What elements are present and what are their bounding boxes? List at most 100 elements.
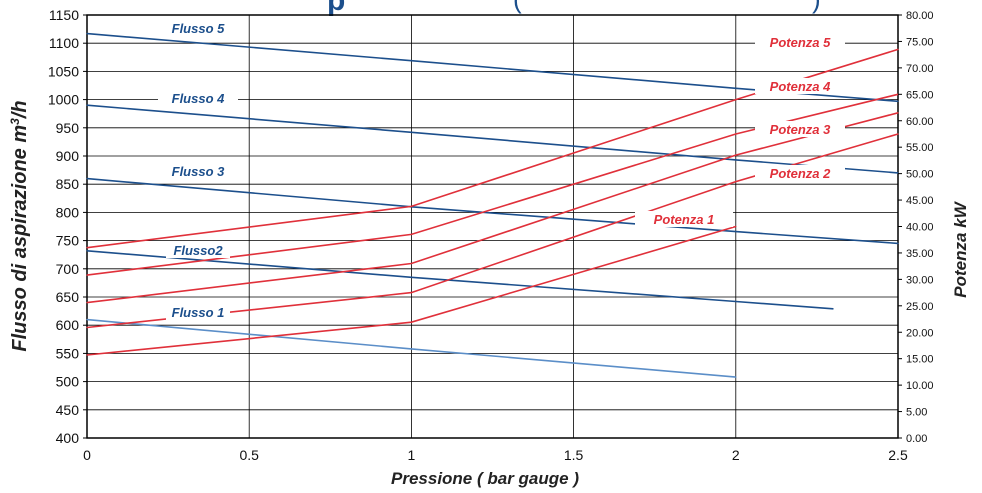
series-line-potenza-5 — [86, 48, 899, 249]
x-tick-label-0: 0 — [83, 447, 91, 463]
series-labels: Flusso 1 Flusso2 Flusso 3 Flusso 4 Flusso 5 P… — [158, 20, 845, 320]
label-bg-potenza-1 — [635, 211, 733, 227]
point-flusso-4-2 — [735, 159, 737, 161]
point-flusso-3-0 — [86, 177, 88, 180]
point-potenza-5-3 — [897, 48, 899, 50]
point-potenza-2-3 — [897, 133, 899, 135]
series-line-flusso-3 — [86, 177, 899, 245]
x-tick-label-5: 2.5 — [888, 447, 908, 463]
y-left-tick-label-5: 650 — [56, 289, 80, 305]
y-right-tick-label-0: 0.00 — [906, 433, 927, 445]
label-bg-potenza-4 — [755, 78, 845, 94]
y-right-tick-label-15: 75.00 — [906, 36, 934, 48]
label-bg-flusso-5 — [166, 20, 230, 36]
point-potenza-3-0 — [86, 302, 88, 304]
y-right-tick-label-1: 5.00 — [906, 407, 927, 419]
y-right-tick-label-8: 40.00 — [906, 222, 934, 234]
y-right-tick-label-2: 10.00 — [906, 380, 934, 392]
y-left-axis-title-sup: 3 — [8, 118, 22, 125]
y-left-tick-label-8: 800 — [56, 204, 80, 220]
y-right-tick-label-4: 20.00 — [906, 327, 934, 339]
y-left-axis-ticks: 400 450 500 550 600 650 700 750 800 850 900 950 1000… — [48, 7, 87, 446]
point-flusso-1-2 — [735, 376, 737, 378]
y-right-tick-label-12: 60.00 — [906, 116, 934, 128]
y-left-axis-title-tail: /h — [9, 100, 31, 119]
series-line-flusso2 — [86, 250, 834, 310]
y-right-tick-label-16: 80.00 — [906, 10, 934, 22]
point-flusso-1-1 — [410, 348, 412, 350]
series-label-flusso-4: Flusso 4 — [172, 91, 226, 106]
series-layer — [86, 32, 899, 378]
y-left-axis-title: Flusso di aspirazione m3/h — [8, 100, 31, 351]
y-left-tick-label-14: 1100 — [49, 35, 79, 51]
y-left-tick-label-9: 850 — [56, 176, 80, 192]
label-bg-flusso2 — [166, 242, 230, 258]
series-label-potenza-5: Potenza 5 — [770, 35, 831, 50]
point-potenza-3-2 — [735, 154, 737, 156]
x-tick-label-3: 1.5 — [564, 447, 584, 463]
chart-subtitle-fragment-open: ( — [513, 0, 522, 14]
point-potenza-4-2 — [735, 133, 737, 135]
point-flusso-4-1 — [410, 131, 412, 133]
label-bg-potenza-2 — [755, 165, 845, 181]
y-left-tick-label-3: 550 — [56, 345, 80, 361]
y-right-tick-label-13: 65.00 — [906, 89, 934, 101]
y-right-tick-label-3: 15.00 — [906, 354, 934, 366]
series-label-flusso2: Flusso2 — [173, 243, 223, 258]
series-line-potenza-4 — [86, 93, 899, 276]
y-right-tick-label-9: 45.00 — [906, 195, 934, 207]
point-flusso-5-3 — [897, 100, 899, 102]
y-left-tick-label-10: 900 — [56, 148, 80, 164]
point-flusso2-0 — [86, 250, 88, 252]
series-label-potenza-3: Potenza 3 — [770, 122, 831, 137]
series-label-potenza-2: Potenza 2 — [770, 166, 831, 181]
point-potenza-5-2 — [735, 99, 737, 101]
series-line-potenza-2 — [86, 133, 899, 329]
series-label-flusso-3: Flusso 3 — [172, 164, 226, 179]
label-bg-potenza-3 — [755, 121, 845, 137]
y-left-tick-label-4: 600 — [56, 317, 80, 333]
point-potenza-1-1 — [410, 321, 412, 323]
label-bg-flusso-3 — [166, 163, 230, 179]
point-potenza-2-0 — [86, 326, 88, 329]
y-left-tick-label-11: 950 — [56, 120, 80, 136]
point-flusso2-3 — [832, 308, 834, 310]
y-right-tick-label-7: 35.00 — [906, 248, 934, 260]
label-bg-flusso-4 — [158, 90, 238, 106]
y-left-tick-label-12: 1000 — [48, 92, 79, 108]
y-right-axis-ticks: 0.00 5.00 10.00 15.00 20.00 25.00 30.00 35.00 40… — [898, 10, 934, 445]
y-right-tick-label-11: 55.00 — [906, 142, 934, 154]
x-tick-label-1: 0.5 — [239, 447, 259, 463]
series-label-potenza-1: Potenza 1 — [654, 212, 715, 227]
point-potenza-5-0 — [86, 247, 88, 249]
point-potenza-2-1 — [410, 291, 412, 294]
series-label-potenza-4: Potenza 4 — [770, 79, 831, 94]
point-flusso-5-1 — [410, 60, 412, 62]
y-left-tick-label-2: 500 — [56, 374, 80, 390]
series-line-flusso-5 — [86, 32, 899, 103]
point-flusso-4-0 — [86, 104, 88, 106]
y-left-tick-label-0: 400 — [56, 430, 80, 446]
y-right-tick-label-5: 25.00 — [906, 301, 934, 313]
point-flusso-5-2 — [735, 87, 737, 89]
y-left-axis-title-main: Flusso di aspirazione m — [9, 125, 31, 352]
y-right-tick-label-6: 30.00 — [906, 274, 934, 286]
y-right-tick-label-10: 50.00 — [906, 169, 934, 181]
point-flusso-1-0 — [86, 318, 88, 321]
series-label-flusso-1: Flusso 1 — [172, 305, 225, 320]
point-flusso-3-2 — [735, 230, 737, 233]
point-potenza-4-0 — [86, 274, 88, 276]
series-label-flusso-5: Flusso 5 — [172, 21, 226, 36]
y-left-tick-label-7: 750 — [56, 233, 80, 249]
y-left-tick-label-6: 700 — [56, 261, 80, 277]
y-right-axis-title: Potenza kW — [951, 200, 970, 297]
label-bg-potenza-5 — [755, 34, 845, 50]
chart-title-fragment: p — [327, 0, 345, 17]
y-right-tick-label-14: 70.00 — [906, 63, 934, 75]
y-left-tick-label-15: 1150 — [49, 7, 79, 23]
series-line-flusso-4 — [86, 104, 899, 174]
point-flusso-3-3 — [897, 242, 899, 245]
label-bg-flusso-1 — [166, 304, 230, 320]
x-tick-label-4: 2 — [732, 447, 740, 463]
